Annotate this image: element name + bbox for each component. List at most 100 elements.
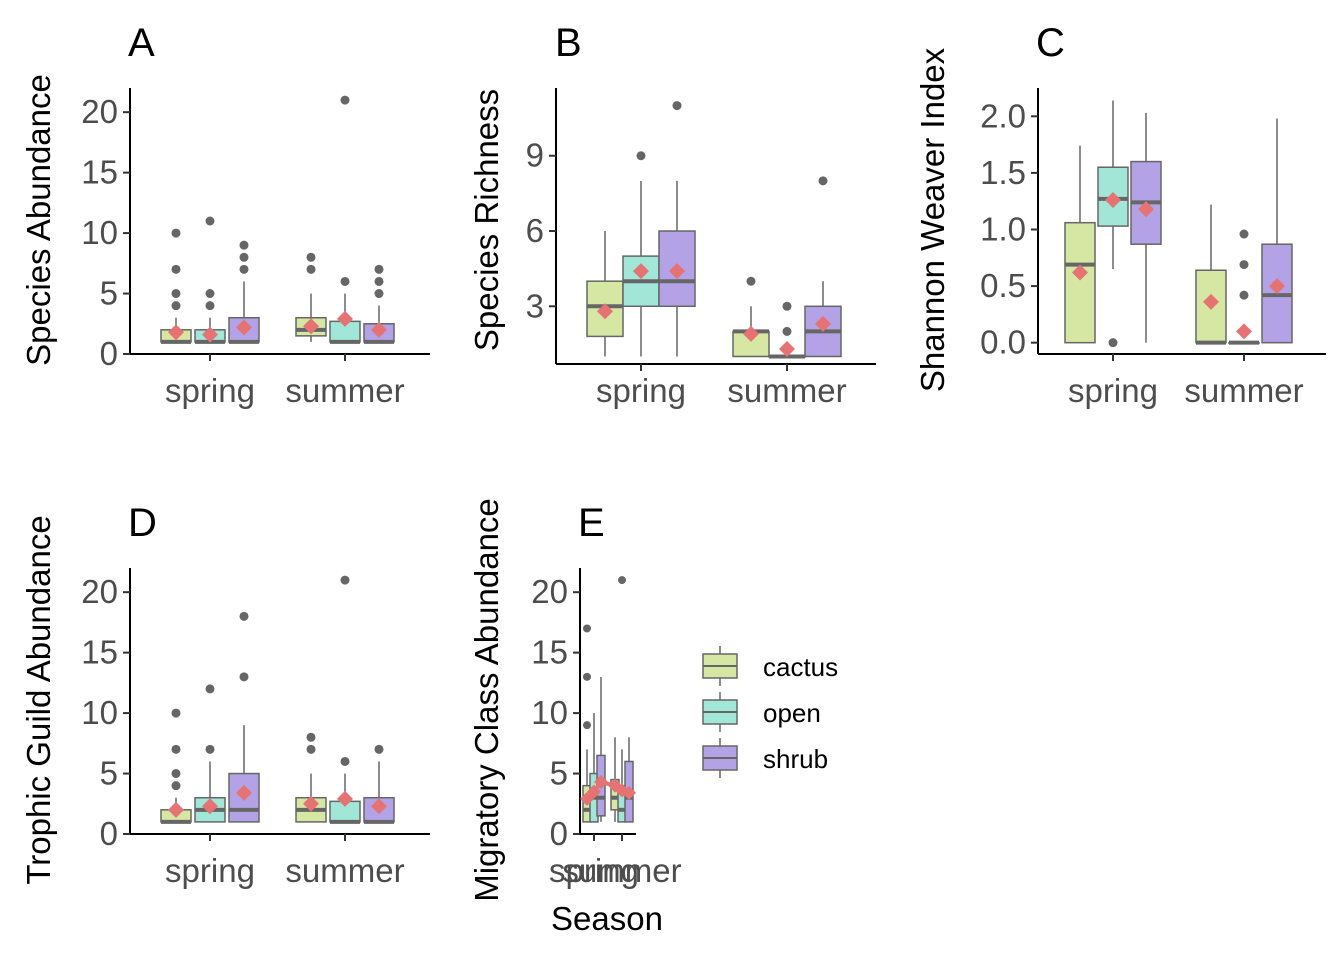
y-tick-label: 6 — [526, 212, 544, 249]
outlier-point — [205, 216, 215, 226]
legend-label: cactus — [763, 652, 838, 682]
outlier-point — [239, 264, 249, 274]
outlier-point — [205, 301, 215, 311]
mean-marker — [168, 801, 184, 818]
legend: cactus open shrub — [702, 646, 838, 778]
y-tick-label: 10 — [81, 214, 118, 251]
y-tick-label: 10 — [81, 694, 118, 731]
box-body — [1064, 221, 1096, 344]
outlier-point — [171, 301, 181, 311]
panel-C: C Shannon Weaver Index spring summer 0.0… — [914, 21, 1326, 409]
x-tick-label-spring: spring — [596, 372, 686, 409]
y-tick-label: 15 — [531, 634, 568, 671]
box-shrub-spring — [228, 611, 260, 823]
mean-marker — [202, 326, 218, 343]
mean-marker — [168, 324, 184, 341]
panel-D: D Trophic Guild Abundance spring summer … — [20, 501, 430, 889]
outlier-point — [1239, 229, 1249, 239]
box-cactus-spring — [586, 231, 624, 357]
mean-marker — [1138, 201, 1154, 218]
y-axis-title: Shannon Weaver Index — [914, 47, 951, 392]
mean-marker — [1105, 192, 1121, 209]
mean-marker — [1203, 293, 1219, 310]
outlier-point — [171, 769, 181, 779]
legend-item-open: open — [702, 692, 821, 732]
x-tick-label-spring: spring — [165, 852, 255, 889]
outlier-point — [340, 756, 350, 766]
mean-marker — [371, 321, 387, 338]
y-tick-label: 3 — [526, 287, 544, 324]
y-tick-label: 20 — [81, 93, 118, 130]
mean-marker — [587, 784, 601, 799]
y-tick-label: 5 — [100, 755, 118, 792]
box-shrub-spring — [1130, 112, 1162, 343]
legend-label: shrub — [763, 744, 828, 774]
mean-marker — [202, 798, 218, 815]
outlier-point — [374, 744, 384, 754]
box-cactus-spring — [160, 708, 192, 824]
y-tick-label: 5 — [100, 275, 118, 312]
panel-label: E — [578, 501, 605, 545]
outlier-point — [672, 101, 682, 111]
mean-marker — [669, 263, 685, 280]
box-shrub-spring — [658, 101, 696, 357]
panel-label: B — [555, 21, 582, 65]
outlier-point — [239, 252, 249, 262]
x-tick-label-summer: summer — [727, 372, 846, 409]
y-tick-label: 0 — [100, 335, 118, 372]
outlier-point — [239, 240, 249, 250]
outlier-point — [171, 264, 181, 274]
outlier-point — [205, 289, 215, 299]
outlier-point — [306, 744, 316, 754]
mean-marker — [633, 263, 649, 280]
y-tick-label: 2.0 — [980, 97, 1026, 134]
x-tick-label-summer: summer — [285, 852, 404, 889]
legend-item-shrub: shrub — [702, 738, 828, 778]
box-shrub-summer — [804, 176, 842, 358]
outlier-point — [1239, 290, 1249, 300]
outlier-point — [239, 672, 249, 682]
box-open-spring — [1097, 100, 1129, 348]
box-open-spring — [622, 151, 660, 357]
outlier-point — [583, 721, 591, 730]
outlier-point — [340, 276, 350, 286]
y-tick-label: 0.5 — [980, 267, 1026, 304]
panel-B: B Species Richness spring summer 3 6 9 — [468, 21, 876, 409]
mean-marker — [337, 310, 353, 327]
outlier-point — [171, 781, 181, 791]
outlier-point — [583, 624, 591, 633]
y-tick-label: 0 — [100, 815, 118, 852]
outlier-point — [306, 732, 316, 742]
box-shrub-summer — [624, 737, 634, 823]
mean-marker — [779, 340, 795, 357]
y-tick-label: 10 — [531, 694, 568, 731]
box-open-summer — [329, 95, 361, 344]
outlier-point — [239, 611, 249, 621]
outlier-point — [171, 744, 181, 754]
y-axis-title: Trophic Guild Abundance — [20, 515, 57, 884]
y-axis-title: Species Abundance — [20, 74, 57, 366]
outlier-point — [583, 672, 591, 681]
box-open-summer — [1228, 229, 1260, 345]
panel-label: D — [128, 501, 157, 545]
legend-label: open — [763, 698, 821, 728]
y-axis-title: Species Richness — [468, 89, 505, 351]
outlier-point — [340, 95, 350, 105]
outlier-point — [782, 326, 792, 336]
x-tick-label-spring: spring — [1068, 372, 1158, 409]
x-tick-label-summer: summer — [1184, 372, 1303, 409]
y-tick-label: 15 — [81, 634, 118, 671]
box-open-summer — [329, 575, 361, 824]
y-tick-label: 9 — [526, 137, 544, 174]
mean-marker — [1072, 264, 1088, 281]
outlier-point — [306, 252, 316, 262]
outlier-point — [205, 684, 215, 694]
outlier-point — [636, 151, 646, 161]
mean-marker — [580, 791, 594, 806]
y-tick-label: 20 — [531, 573, 568, 610]
mean-marker — [622, 785, 636, 800]
outlier-point — [618, 576, 626, 585]
mean-marker — [371, 798, 387, 815]
y-axis-title: Migratory Class Abundance — [468, 498, 505, 902]
